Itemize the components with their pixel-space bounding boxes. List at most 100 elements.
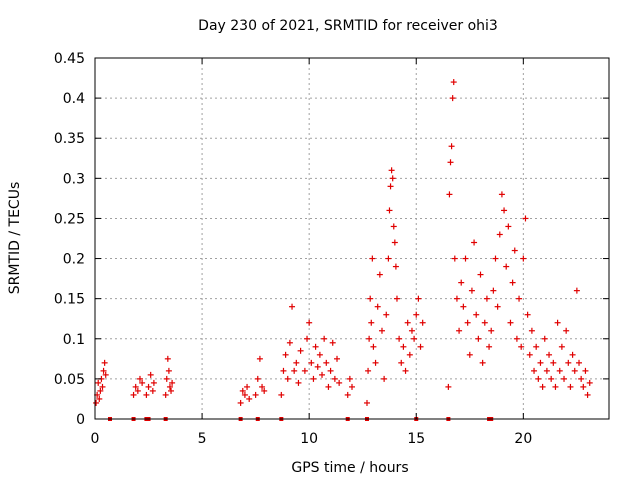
- data-point-marker: [280, 367, 287, 374]
- data-point-marker: [498, 191, 505, 198]
- x-tick-label: 0: [91, 431, 100, 447]
- data-point-marker: [325, 383, 332, 390]
- data-point-marker: [246, 395, 253, 402]
- data-point-marker: [304, 335, 311, 342]
- data-point-marker: [458, 279, 465, 286]
- data-point-marker: [402, 367, 409, 374]
- data-point-marker: [366, 335, 373, 342]
- data-point-marker: [471, 239, 478, 246]
- data-point-marker: [406, 351, 413, 358]
- data-point-marker: [477, 271, 484, 278]
- y-tick-label: 0.45: [54, 51, 85, 67]
- data-point-marker: [567, 383, 574, 390]
- data-point-marker: [164, 355, 171, 362]
- data-point-marker: [447, 159, 454, 166]
- x-axis-label: GPS time / hours: [291, 460, 408, 476]
- data-point-marker: [449, 95, 456, 102]
- data-point-marker: [139, 379, 146, 386]
- y-tick-label: 0.15: [54, 292, 85, 308]
- data-point-marker: [509, 279, 516, 286]
- data-point-marker: [387, 183, 394, 190]
- data-point-marker: [367, 295, 374, 302]
- data-point-marker: [237, 399, 244, 406]
- data-point-marker: [518, 343, 525, 350]
- data-point-marker: [150, 379, 157, 386]
- data-point-marker: [291, 367, 298, 374]
- data-point-marker: [95, 379, 102, 386]
- data-point-marker: [312, 343, 319, 350]
- data-point-marker: [513, 335, 520, 342]
- data-point-marker: [398, 359, 405, 366]
- y-tick-label: 0.4: [63, 91, 85, 107]
- data-point-marker: [466, 351, 473, 358]
- data-point-marker: [445, 383, 452, 390]
- data-point-marker: [541, 335, 548, 342]
- data-point-marker: [586, 379, 593, 386]
- data-point-marker: [370, 343, 377, 350]
- data-point-marker: [149, 387, 156, 394]
- x-tick-label: 5: [198, 431, 207, 447]
- data-point-marker: [289, 303, 296, 310]
- data-point-marker: [278, 391, 285, 398]
- data-point-marker: [136, 375, 143, 382]
- data-point-marker: [383, 311, 390, 318]
- data-point-marker: [368, 319, 375, 326]
- data-point-marker: [376, 271, 383, 278]
- data-point-marker: [479, 359, 486, 366]
- data-point-marker: [261, 387, 268, 394]
- x-tick-label: 20: [514, 431, 532, 447]
- data-point-marker: [533, 343, 540, 350]
- data-point-marker: [569, 351, 576, 358]
- data-point-marker: [450, 79, 457, 86]
- data-point-marker: [548, 375, 555, 382]
- data-point-marker: [481, 319, 488, 326]
- data-point-marker: [516, 295, 523, 302]
- data-point-marker: [165, 367, 172, 374]
- data-point-marker: [393, 295, 400, 302]
- data-point-marker: [464, 319, 471, 326]
- data-point-marker: [102, 371, 109, 378]
- data-point-marker: [543, 367, 550, 374]
- data-point-marker: [460, 303, 467, 310]
- data-point-marker: [411, 335, 418, 342]
- data-point-marker: [576, 359, 583, 366]
- data-point-marker: [451, 255, 458, 262]
- data-point-marker: [531, 367, 538, 374]
- chart-title: Day 230 of 2021, SRMTID for receiver ohi…: [198, 18, 498, 34]
- y-tick-label: 0.3: [63, 171, 85, 187]
- data-point-marker: [417, 343, 424, 350]
- data-point-marker: [415, 295, 422, 302]
- y-tick-label: 0.2: [63, 252, 85, 268]
- plot-frame: [94, 57, 610, 420]
- y-tick-label: 0: [76, 412, 85, 428]
- data-point-marker: [390, 223, 397, 230]
- data-point-marker: [578, 375, 585, 382]
- data-point-marker: [507, 319, 514, 326]
- data-point-marker: [573, 287, 580, 294]
- data-point-marker: [486, 343, 493, 350]
- data-point-marker: [327, 367, 334, 374]
- x-tick-label: 10: [300, 431, 318, 447]
- data-point-marker: [336, 379, 343, 386]
- data-point-marker: [550, 359, 557, 366]
- data-point-marker: [130, 391, 137, 398]
- data-point-marker: [386, 207, 393, 214]
- data-point-marker: [378, 327, 385, 334]
- data-point-marker: [132, 383, 139, 390]
- data-point-marker: [528, 327, 535, 334]
- data-point-marker: [145, 383, 152, 390]
- data-point-marker: [492, 255, 499, 262]
- data-point-marker: [494, 303, 501, 310]
- data-point-marker: [314, 363, 321, 370]
- data-point-marker: [462, 255, 469, 262]
- data-point-marker: [582, 367, 589, 374]
- data-point-marker: [413, 311, 420, 318]
- data-point-marker: [511, 247, 518, 254]
- data-point-marker: [134, 387, 141, 394]
- data-point-marker: [147, 371, 154, 378]
- y-tick-label: 0.1: [63, 332, 85, 348]
- y-tick-label: 0.35: [54, 131, 85, 147]
- data-point-marker: [526, 351, 533, 358]
- data-point-marker: [284, 375, 291, 382]
- data-point-marker: [297, 347, 304, 354]
